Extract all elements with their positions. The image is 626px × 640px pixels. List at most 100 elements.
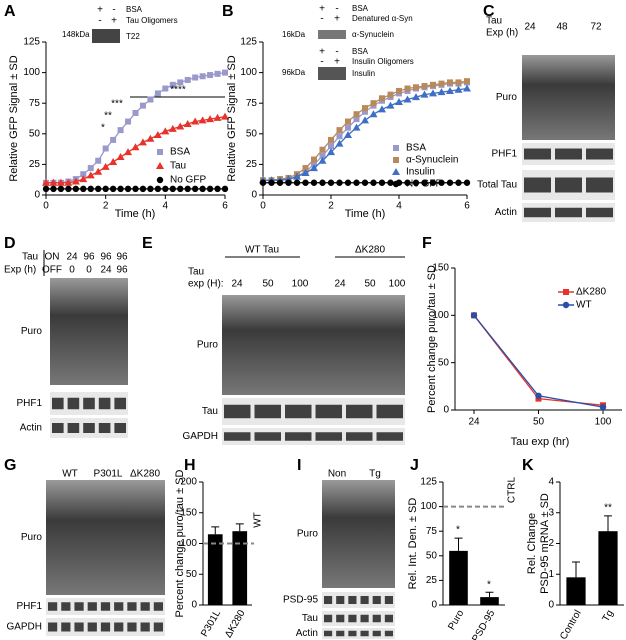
marker [311,156,317,163]
marker [455,79,462,86]
blot-band [336,596,345,604]
blot-band [384,596,393,604]
annotation: 96kDa [282,68,306,77]
lane-label: 24 [334,279,346,290]
x-tick-label: 6 [464,201,470,212]
marker [191,117,200,125]
blot-band [346,404,373,419]
x-tick-label: PSD-95 [470,608,497,640]
marker [328,136,334,143]
marker [336,133,343,140]
marker [65,185,72,193]
y-tick-label: 50 [438,357,450,368]
marker [463,84,471,92]
bar [207,534,223,605]
annotation: * [487,580,491,591]
marker [95,157,102,164]
blot [322,480,395,588]
reference-label: WT [253,512,264,528]
y-tick-label: 100 [180,538,197,549]
blot-band [324,630,333,637]
y-tick-label: 125 [240,37,257,48]
marker [454,85,463,93]
error-bar [211,526,220,535]
blot-band [254,432,281,441]
marker [318,156,327,164]
blot [522,55,615,140]
panel-letter: I [297,457,301,474]
marker [168,124,177,132]
marker [361,179,369,186]
marker [535,392,542,399]
lane-label: 24 [66,252,78,263]
marker [437,88,446,96]
annotation: * [101,123,105,134]
legend-label: No GFP [170,175,206,186]
marker [378,105,386,113]
y-tick-label: 150 [432,263,449,274]
x-tick-label: 0 [260,201,266,212]
marker [156,162,164,169]
x-tick-label: 2 [103,201,109,212]
blot-band [376,404,403,419]
row-label: GAPDH [182,431,218,442]
annotation: + [334,57,340,68]
marker [285,179,292,186]
group-label: WT Tau [245,245,279,256]
marker [101,162,110,170]
inset-blot [318,30,346,39]
marker [110,136,117,143]
y-tick-label: 125 [23,37,40,48]
blot-band [74,622,84,632]
marker [470,312,478,319]
marker [184,185,191,193]
blot-band [372,596,381,604]
marker [345,118,351,125]
row-label: Total Tau [477,180,517,191]
marker [102,185,109,193]
blot-band [348,614,357,623]
blot-band [127,622,137,632]
bar [480,597,499,605]
blot-band [315,404,342,419]
marker [162,185,169,193]
blot-band [524,177,551,193]
x-axis-label: Time (h) [115,208,156,220]
error-bar [485,591,494,598]
annotation: - [335,47,338,58]
x-tick-label: 6 [222,201,228,212]
row-label: PHF1 [16,601,42,612]
y-tick-label: 25 [29,159,41,170]
marker [221,185,229,193]
marker [214,185,221,193]
blot-band [127,602,137,611]
y-axis-label: Rel. Change [526,513,538,574]
marker [464,78,470,85]
marker [139,102,146,109]
lane-label: OFF [42,265,62,276]
blot-band [376,432,403,441]
header-label: Exp (h) [4,265,36,276]
panel-letter: A [4,3,16,20]
annotation: **** [170,85,186,96]
marker [131,143,140,151]
y-axis-label: Relative GFP Signal ± SD [8,55,20,181]
marker [87,165,94,172]
marker [370,179,377,186]
y-tick-label: 100 [23,67,40,78]
y-axis-label: Rel. Int. Den. ± SD [407,498,419,590]
blot-band [67,397,80,410]
row-label: Actin [296,628,318,639]
marker [156,176,164,184]
marker [124,148,133,156]
row-label: Puro [496,92,518,103]
marker [94,167,103,175]
lane-label: 96 [100,252,112,263]
blot-band [61,622,71,632]
x-tick-label: 0 [43,201,49,212]
error-bar [454,537,463,551]
marker [413,84,419,91]
blot-band [315,432,342,441]
